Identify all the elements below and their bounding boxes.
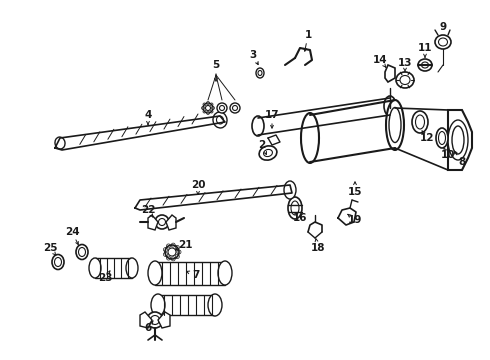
Polygon shape [166, 215, 176, 230]
Text: 14: 14 [373, 55, 387, 65]
Text: 15: 15 [348, 187, 362, 197]
Ellipse shape [217, 103, 227, 113]
Ellipse shape [448, 120, 468, 160]
Text: 24: 24 [65, 227, 79, 237]
Ellipse shape [256, 68, 264, 78]
Text: 2: 2 [258, 140, 266, 150]
Ellipse shape [301, 113, 319, 163]
Polygon shape [385, 65, 395, 82]
Polygon shape [448, 110, 472, 170]
Ellipse shape [218, 261, 232, 285]
Ellipse shape [155, 215, 169, 229]
Ellipse shape [436, 128, 448, 148]
Text: 5: 5 [212, 60, 220, 70]
Ellipse shape [151, 294, 165, 316]
Ellipse shape [418, 59, 432, 71]
Polygon shape [158, 295, 215, 315]
Text: 18: 18 [311, 243, 325, 253]
Ellipse shape [384, 96, 396, 116]
Ellipse shape [147, 312, 163, 328]
Polygon shape [158, 312, 170, 328]
Ellipse shape [412, 111, 428, 133]
Ellipse shape [386, 100, 404, 150]
Polygon shape [148, 215, 158, 230]
Text: 4: 4 [145, 110, 152, 120]
Ellipse shape [203, 103, 213, 113]
Polygon shape [95, 258, 132, 278]
Ellipse shape [148, 261, 162, 285]
Ellipse shape [89, 258, 101, 278]
Text: 16: 16 [293, 213, 307, 223]
Text: 23: 23 [98, 273, 112, 283]
Ellipse shape [76, 244, 88, 260]
Ellipse shape [213, 112, 227, 128]
Text: 13: 13 [398, 58, 412, 68]
Text: 8: 8 [458, 157, 466, 167]
Text: 12: 12 [420, 133, 434, 143]
Text: 11: 11 [418, 43, 432, 53]
Ellipse shape [288, 197, 302, 219]
Ellipse shape [126, 258, 138, 278]
Text: 22: 22 [141, 205, 155, 215]
Text: 7: 7 [192, 270, 200, 280]
Ellipse shape [230, 103, 240, 113]
Text: 10: 10 [441, 150, 455, 160]
Ellipse shape [208, 294, 222, 316]
Polygon shape [155, 262, 225, 285]
Text: 20: 20 [191, 180, 205, 190]
Text: 3: 3 [249, 50, 257, 60]
Ellipse shape [396, 72, 414, 88]
Ellipse shape [435, 35, 451, 49]
Text: 19: 19 [348, 215, 362, 225]
Ellipse shape [165, 245, 179, 259]
Ellipse shape [259, 146, 277, 160]
Ellipse shape [284, 181, 296, 199]
Ellipse shape [252, 116, 264, 136]
Text: 6: 6 [145, 323, 151, 333]
Text: 9: 9 [440, 22, 446, 32]
Ellipse shape [55, 137, 65, 149]
Text: 17: 17 [265, 110, 279, 120]
Ellipse shape [52, 255, 64, 270]
Text: 25: 25 [43, 243, 57, 253]
Text: 21: 21 [178, 240, 192, 250]
Polygon shape [140, 312, 152, 328]
Text: 1: 1 [304, 30, 312, 40]
